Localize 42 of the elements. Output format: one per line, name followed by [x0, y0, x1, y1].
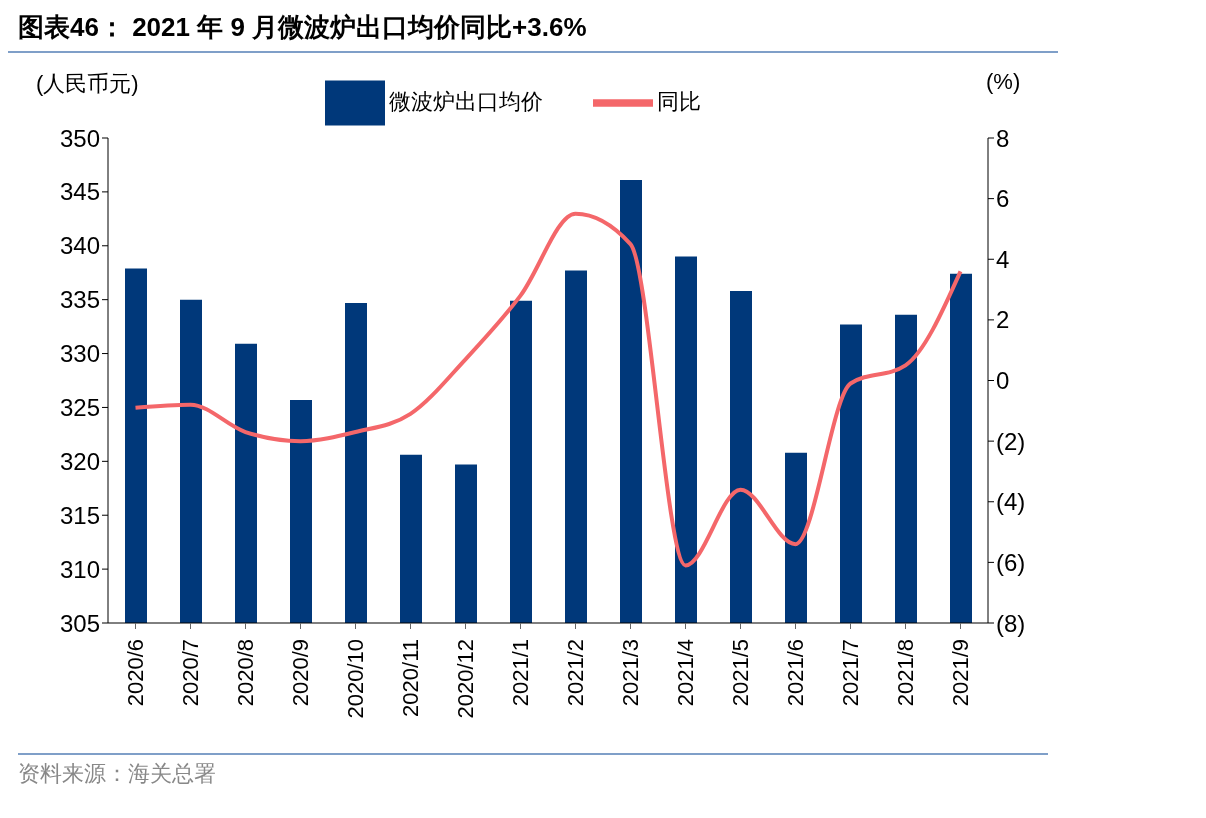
- x-tick-label: 2020/8: [233, 639, 258, 707]
- x-tick-label: 2021/8: [893, 639, 918, 707]
- legend-label: 同比: [657, 88, 701, 114]
- y2-tick-label: 8: [996, 124, 1010, 152]
- x-tick-label: 2020/6: [123, 639, 148, 707]
- x-tick-label: 2020/10: [343, 639, 368, 719]
- y-tick-label: 335: [59, 286, 100, 314]
- x-tick-label: 2020/9: [288, 639, 313, 707]
- text: 资料来源：海关总署: [18, 760, 217, 788]
- y-tick-label: 350: [59, 124, 100, 152]
- y2-tick-label: (2): [996, 427, 1026, 455]
- y-tick-label: 315: [59, 501, 100, 529]
- y-tick-label: 305: [59, 609, 100, 637]
- x-tick-label: 2021/5: [728, 639, 753, 707]
- x-tick-label: 2020/11: [398, 639, 423, 717]
- x-tick-label: 2021/9: [948, 639, 973, 707]
- x-tick-label: 2021/6: [783, 639, 808, 707]
- x-tick-label: 2021/1: [508, 639, 533, 707]
- x-tick-label: 2021/4: [673, 639, 698, 707]
- y2-axis-title: (%): [986, 69, 1021, 95]
- x-tick-label: 2021/3: [618, 639, 643, 707]
- x-tick-label: 2020/12: [453, 639, 478, 719]
- y-tick-label: 310: [59, 555, 100, 583]
- x-tick-label: 2021/7: [838, 639, 863, 707]
- y2-tick-label: 2: [996, 306, 1010, 334]
- y2-tick-label: (8): [996, 609, 1026, 637]
- y-tick-label: 330: [59, 340, 100, 368]
- y2-tick-label: 6: [996, 185, 1010, 213]
- legend-label: 微波炉出口均价: [389, 88, 543, 114]
- y2-tick-label: (6): [996, 548, 1026, 576]
- y2-tick-label: 0: [996, 367, 1010, 395]
- y2-tick-label: (4): [996, 488, 1026, 516]
- x-tick-label: 2021/2: [563, 639, 588, 707]
- y-tick-label: 320: [59, 447, 100, 475]
- y-axis-title: (人民币元): [36, 70, 139, 98]
- chart-title: 图表46： 2021 年 9 月微波炉出口均价同比+3.6%: [8, 8, 1058, 53]
- y-tick-label: 340: [59, 232, 100, 260]
- y-tick-label: 325: [59, 393, 100, 421]
- line-series: [133, 211, 963, 568]
- x-tick-label: 2020/7: [178, 639, 203, 707]
- y-tick-label: 345: [59, 178, 100, 206]
- y2-tick-label: 4: [996, 245, 1010, 273]
